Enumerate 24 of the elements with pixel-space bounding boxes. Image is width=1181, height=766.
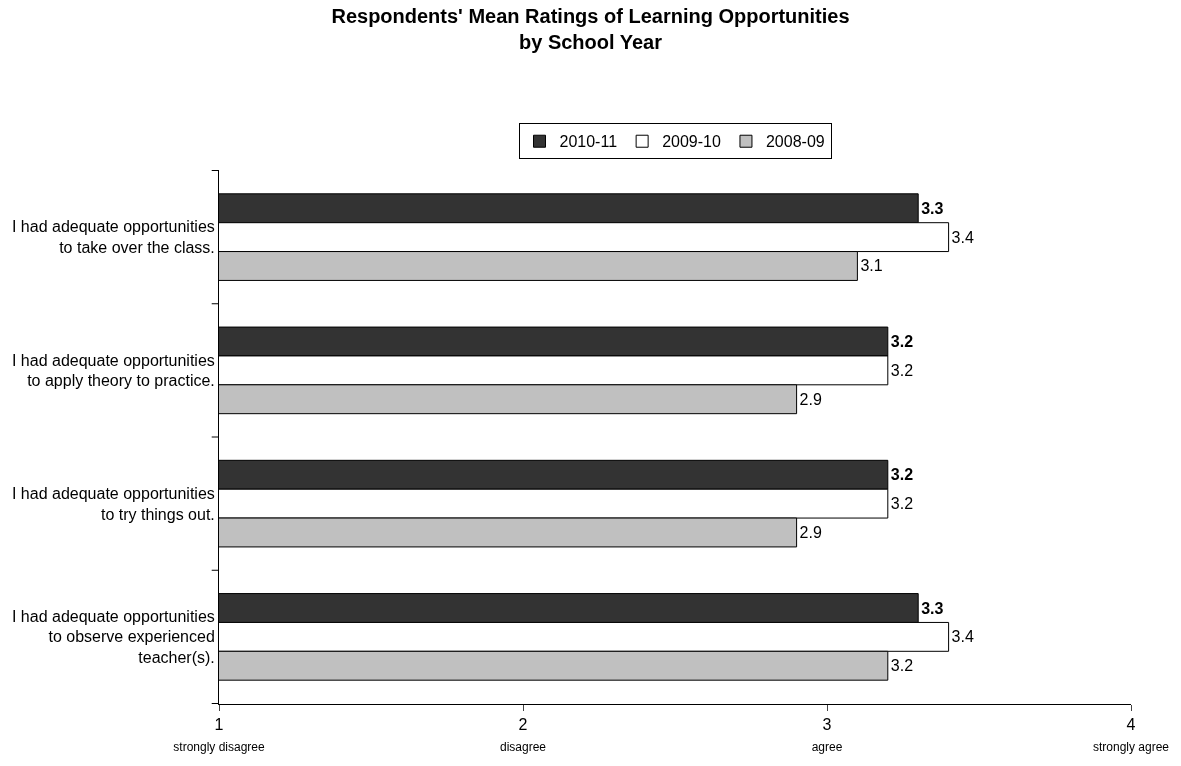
data-label: 3.2 xyxy=(890,466,914,484)
data-label: 2.9 xyxy=(799,523,822,541)
data-label: 3.3 xyxy=(921,599,944,617)
y-tick-label: I had adequate opportunities to apply theory to practice. xyxy=(11,351,215,390)
x-tick-label: 3 agree xyxy=(811,716,843,754)
y-tick-label: I had adequate opportunities to try things out. xyxy=(11,484,215,523)
data-label: 2.9 xyxy=(799,390,822,408)
data-label: 3.3 xyxy=(921,199,944,217)
x-tick-label: 4 strongly agree xyxy=(1092,716,1170,754)
data-label: 3.2 xyxy=(890,361,914,379)
data-label: 3.2 xyxy=(890,333,914,351)
x-tick-label: 2 disagree xyxy=(499,716,547,754)
y-tick-label: I had adequate opportunities to observe experienced teacher(s). xyxy=(11,607,215,667)
legend-label: 2009-10 xyxy=(662,133,721,151)
legend-label: 2008-09 xyxy=(765,133,825,151)
data-label: 3.1 xyxy=(860,257,883,275)
data-label: 3.4 xyxy=(951,228,974,246)
x-tick-label: 1 strongly disagree xyxy=(173,716,266,754)
chart-title: Respondents' Mean Ratings of Learning Opportunities by School Year xyxy=(331,4,850,53)
y-tick-label: I had adequate opportunities to take over the class. xyxy=(11,218,215,257)
data-label: 3.2 xyxy=(890,657,914,675)
data-label: 3.4 xyxy=(951,628,974,646)
data-label: 3.2 xyxy=(890,495,914,513)
legend-label: 2010-11 xyxy=(559,133,618,151)
